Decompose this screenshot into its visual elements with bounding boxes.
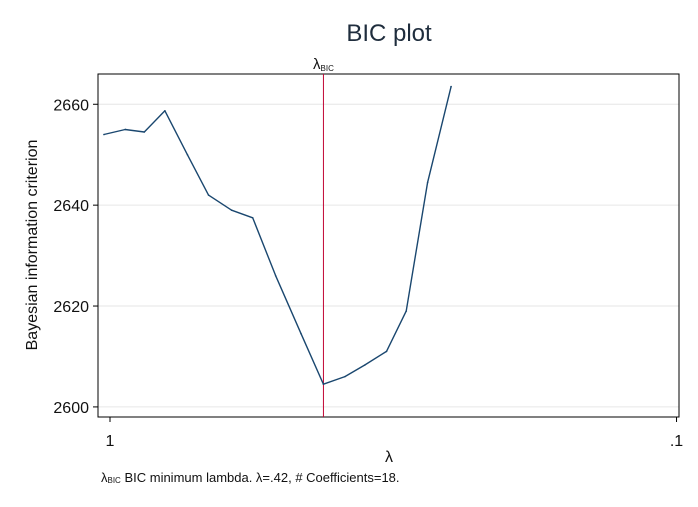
note-lambda: λ: [101, 470, 108, 485]
plot-frame: [97, 73, 680, 418]
series-point-0-12: [364, 364, 366, 366]
lambda-bic-label: λBIC: [313, 56, 334, 73]
y-tick-label-1: 2620: [53, 299, 89, 316]
y-tick-label-0: 2600: [53, 400, 89, 417]
axis-ticks: 2600 2620 2640 2660 1 .1: [53, 97, 683, 450]
series-point-0-15: [426, 181, 429, 184]
series-point-0-8: [274, 274, 277, 277]
series-point-0-3: [164, 110, 166, 112]
series-point-0-4: [186, 153, 189, 156]
series-point-0-14: [405, 310, 408, 312]
series-point-0-16: [450, 85, 452, 88]
note-lambda-subscript: BIC: [107, 476, 121, 485]
series-layer: [103, 85, 452, 386]
series-point-0-11: [344, 375, 346, 378]
series-point-0-1: [124, 128, 127, 131]
series-point-0-10: [322, 383, 325, 386]
x-tick-label-1: .1: [670, 433, 683, 450]
lambda-bic-marker: λBIC: [313, 56, 334, 417]
note-text: BIC minimum lambda. λ=.42, # Coefficient…: [120, 470, 400, 485]
series-point-0-2: [143, 131, 146, 133]
chart-note: λBIC BIC minimum lambda. λ=.42, # Coeffi…: [101, 470, 400, 485]
series-point-0-9: [300, 332, 302, 335]
x-tick-label-0: 1: [106, 433, 115, 450]
series-line-0: [103, 86, 452, 385]
y-tick-label-2: 2640: [53, 198, 89, 215]
x-axis-label: λ: [385, 449, 393, 466]
series-point-0-7: [251, 216, 254, 219]
series-point-0-5: [207, 194, 210, 196]
series-point-0-0: [103, 133, 105, 136]
chart-title: BIC plot: [346, 20, 432, 47]
gridlines: [98, 103, 679, 408]
series-point-0-6: [230, 209, 233, 211]
y-axis-label: Bayesian information criterion: [24, 140, 41, 351]
y-tick-label-3: 2660: [53, 97, 89, 114]
series-point-0-13: [385, 350, 388, 353]
